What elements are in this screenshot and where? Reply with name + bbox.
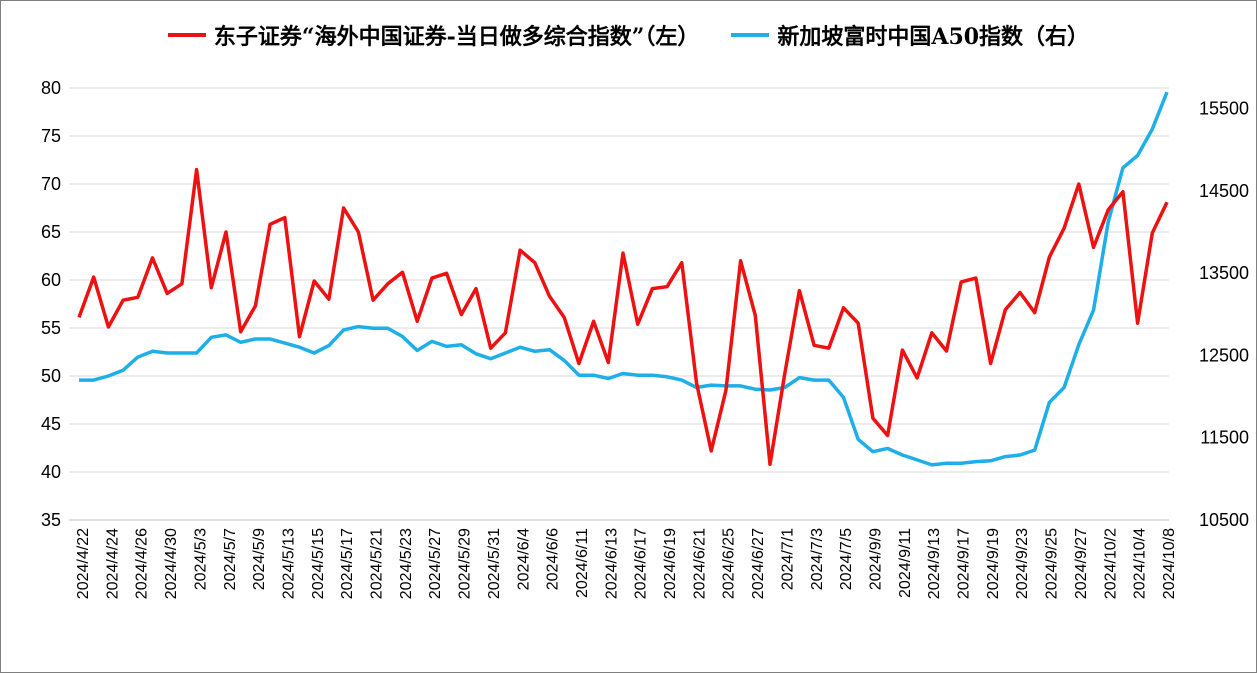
x-tick-label-34: 2024/9/27 (1073, 528, 1090, 599)
x-tick-label-4: 2024/5/3 (192, 528, 209, 590)
legend-swatch-right-series (731, 33, 770, 37)
right-tick-label-10500: 10500 (1199, 510, 1249, 530)
right-tick-label-13500: 13500 (1199, 263, 1249, 283)
series-line-right (79, 91, 1169, 467)
x-tick-label-10: 2024/5/21 (369, 528, 386, 599)
x-tick-label-30: 2024/9/17 (956, 528, 973, 599)
x-tick-label-22: 2024/6/25 (721, 528, 738, 599)
x-tick-label-33: 2024/9/25 (1044, 528, 1061, 599)
x-tick-label-37: 2024/10/8 (1161, 528, 1178, 599)
x-tick-label-23: 2024/6/27 (750, 528, 767, 599)
x-tick-label-13: 2024/5/29 (457, 528, 474, 599)
right-tick-label-14500: 14500 (1199, 181, 1249, 201)
left-tick-label-45: 45 (41, 414, 61, 434)
x-tick-label-3: 2024/4/30 (163, 528, 180, 599)
x-tick-label-16: 2024/6/6 (545, 528, 562, 590)
x-tick-label-19: 2024/6/17 (633, 528, 650, 599)
x-tick-label-18: 2024/6/13 (603, 528, 620, 599)
x-tick-label-2: 2024/4/26 (134, 528, 151, 599)
x-tick-label-6: 2024/5/9 (251, 528, 268, 590)
x-tick-label-14: 2024/5/31 (486, 528, 503, 599)
left-tick-label-55: 55 (41, 318, 61, 338)
x-tick-label-29: 2024/9/13 (926, 528, 943, 599)
left-tick-label-65: 65 (41, 222, 61, 242)
legend-swatch-left-series (167, 33, 206, 37)
x-tick-label-17: 2024/6/11 (574, 528, 591, 598)
x-tick-label-8: 2024/5/15 (310, 528, 327, 599)
legend-item-right-series: 新加坡富时中国A50指数（右） (731, 19, 1089, 51)
x-tick-label-15: 2024/6/4 (515, 528, 532, 590)
left-tick-label-80: 80 (41, 78, 61, 98)
x-tick-label-20: 2024/6/19 (662, 528, 679, 599)
legend: 东子证券“海外中国证券-当日做多综合指数”（左） 新加坡富时中国A50指数（右） (1, 19, 1256, 51)
right-tick-label-15500: 15500 (1199, 99, 1249, 119)
x-tick-label-9: 2024/5/17 (339, 528, 356, 599)
right-tick-label-12500: 12500 (1199, 345, 1249, 365)
legend-label-left-series: 东子证券“海外中国证券-当日做多综合指数”（左） (213, 24, 700, 50)
x-tick-label-28: 2024/9/11 (897, 528, 914, 598)
x-tick-label-24: 2024/7/1 (779, 528, 796, 590)
x-tick-label-31: 2024/9/19 (985, 528, 1002, 599)
series-line-left (77, 167, 1169, 467)
left-tick-label-60: 60 (41, 270, 61, 290)
left-tick-label-50: 50 (41, 366, 61, 386)
legend-item-left-series: 东子证券“海外中国证券-当日做多综合指数”（左） (167, 19, 700, 51)
x-tick-label-25: 2024/7/3 (809, 528, 826, 590)
x-tick-label-7: 2024/5/13 (281, 528, 298, 599)
x-tick-label-5: 2024/5/7 (222, 528, 239, 590)
left-tick-label-75: 75 (41, 126, 61, 146)
x-tick-label-36: 2024/10/4 (1132, 528, 1149, 599)
x-tick-label-32: 2024/9/23 (1014, 528, 1031, 599)
left-tick-label-40: 40 (41, 462, 61, 482)
left-tick-label-70: 70 (41, 174, 61, 194)
x-tick-label-21: 2024/6/21 (691, 528, 708, 599)
x-tick-label-12: 2024/5/27 (427, 528, 444, 599)
legend-label-right-series: 新加坡富时中国A50指数（右） (777, 24, 1090, 50)
right-tick-label-11500: 11500 (1200, 428, 1249, 448)
x-tick-label-26: 2024/7/5 (838, 528, 855, 590)
x-tick-label-11: 2024/5/23 (398, 528, 415, 599)
left-tick-label-35: 35 (41, 510, 61, 530)
x-tick-label-35: 2024/10/2 (1102, 528, 1119, 599)
x-tick-label-0: 2024/4/22 (75, 528, 92, 599)
x-tick-label-1: 2024/4/24 (104, 528, 121, 599)
x-tick-label-27: 2024/9/9 (868, 528, 885, 590)
